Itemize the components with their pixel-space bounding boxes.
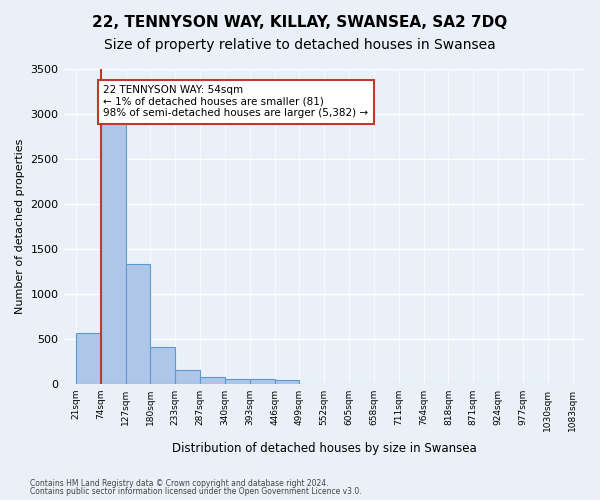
Bar [275,380,299,384]
Bar [101,122,125,384]
Bar [250,379,275,384]
Text: Contains HM Land Registry data © Crown copyright and database right 2024.: Contains HM Land Registry data © Crown c… [30,478,329,488]
X-axis label: Distribution of detached houses by size in Swansea: Distribution of detached houses by size … [172,442,476,455]
Bar [76,332,101,384]
Text: 22, TENNYSON WAY, KILLAY, SWANSEA, SA2 7DQ: 22, TENNYSON WAY, KILLAY, SWANSEA, SA2 7… [92,15,508,30]
Bar [125,264,151,384]
Text: 22 TENNYSON WAY: 54sqm
← 1% of detached houses are smaller (81)
98% of semi-deta: 22 TENNYSON WAY: 54sqm ← 1% of detached … [103,85,368,118]
Text: Contains public sector information licensed under the Open Government Licence v3: Contains public sector information licen… [30,487,362,496]
Text: Size of property relative to detached houses in Swansea: Size of property relative to detached ho… [104,38,496,52]
Bar [200,376,225,384]
Bar [151,346,175,384]
Y-axis label: Number of detached properties: Number of detached properties [15,139,25,314]
Bar [175,370,200,384]
Bar [225,378,250,384]
